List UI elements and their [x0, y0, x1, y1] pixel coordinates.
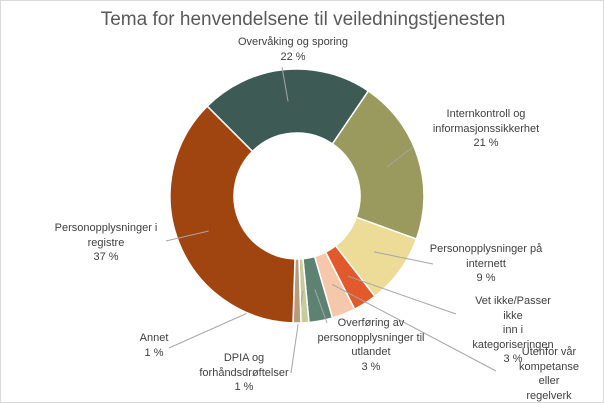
slice-label-value: 37 %: [93, 251, 119, 263]
slice-label-value: 1 %: [144, 346, 164, 359]
slice-label-name: Personopplysninger på internett: [429, 243, 543, 270]
data-label-4: Utenfor vår kompetanse eller regelverk3 …: [519, 345, 579, 402]
leader-line-4: [331, 283, 497, 372]
data-label-5: Overføring av personopplysninger til utl…: [317, 316, 424, 374]
slice-label-name: Annet: [139, 332, 169, 344]
slice-label-name: Utenfor vår kompetanse eller regelverk: [519, 346, 579, 402]
slice-label-name: Personopplysninger i registre: [54, 222, 158, 249]
slice-label-value: 1 %: [234, 381, 254, 393]
leader-line-5: [314, 289, 328, 324]
data-label-7: Annet 1 %: [140, 331, 169, 360]
data-label-6: DPIA og forhåndsdrøftelser 1 %: [199, 351, 288, 395]
slice-label-value: 21 %: [473, 137, 499, 149]
data-label-3: Vet ikke/Passer ikke inn i kategoriserin…: [468, 294, 558, 367]
slice-label-name: DPIA og forhåndsdrøftelser: [199, 352, 289, 379]
leader-line-3: [347, 275, 457, 315]
slice-label-name: Overføring av personopplysninger til utl…: [317, 317, 425, 358]
data-label-0: Overvåking og sporing 22 %: [238, 35, 348, 64]
leader-line-2: [373, 251, 434, 265]
leader-line-1: [387, 146, 414, 168]
slice-label-name: Overvåking og sporing: [237, 36, 349, 48]
slice-8: [169, 105, 296, 324]
chart-title: Tema for henvendelsene til veiledningstj…: [100, 9, 506, 30]
data-label-2: Personopplysninger på internett 9 %: [430, 242, 543, 286]
slice-label-value: 22 %: [280, 50, 306, 63]
slice-label-value: 3 %: [361, 360, 381, 373]
data-label-8: Personopplysninger i registre 37 %: [55, 221, 158, 265]
slice-0: [206, 68, 370, 153]
data-label-1: Internkontroll og informasjonssikkerhet 2…: [433, 107, 539, 151]
leader-line-0: [281, 66, 289, 102]
slice-label-value: 3 %: [503, 353, 523, 365]
slice-1: [331, 89, 425, 240]
leader-line-8: [165, 230, 209, 242]
slice-label-name: Vet ikke/Passer ikke inn i kategoriserin…: [472, 295, 554, 351]
slice-label-value: 9 %: [476, 272, 496, 284]
slice-label-name: Internkontroll og informasjonssikkerhet: [432, 108, 540, 135]
